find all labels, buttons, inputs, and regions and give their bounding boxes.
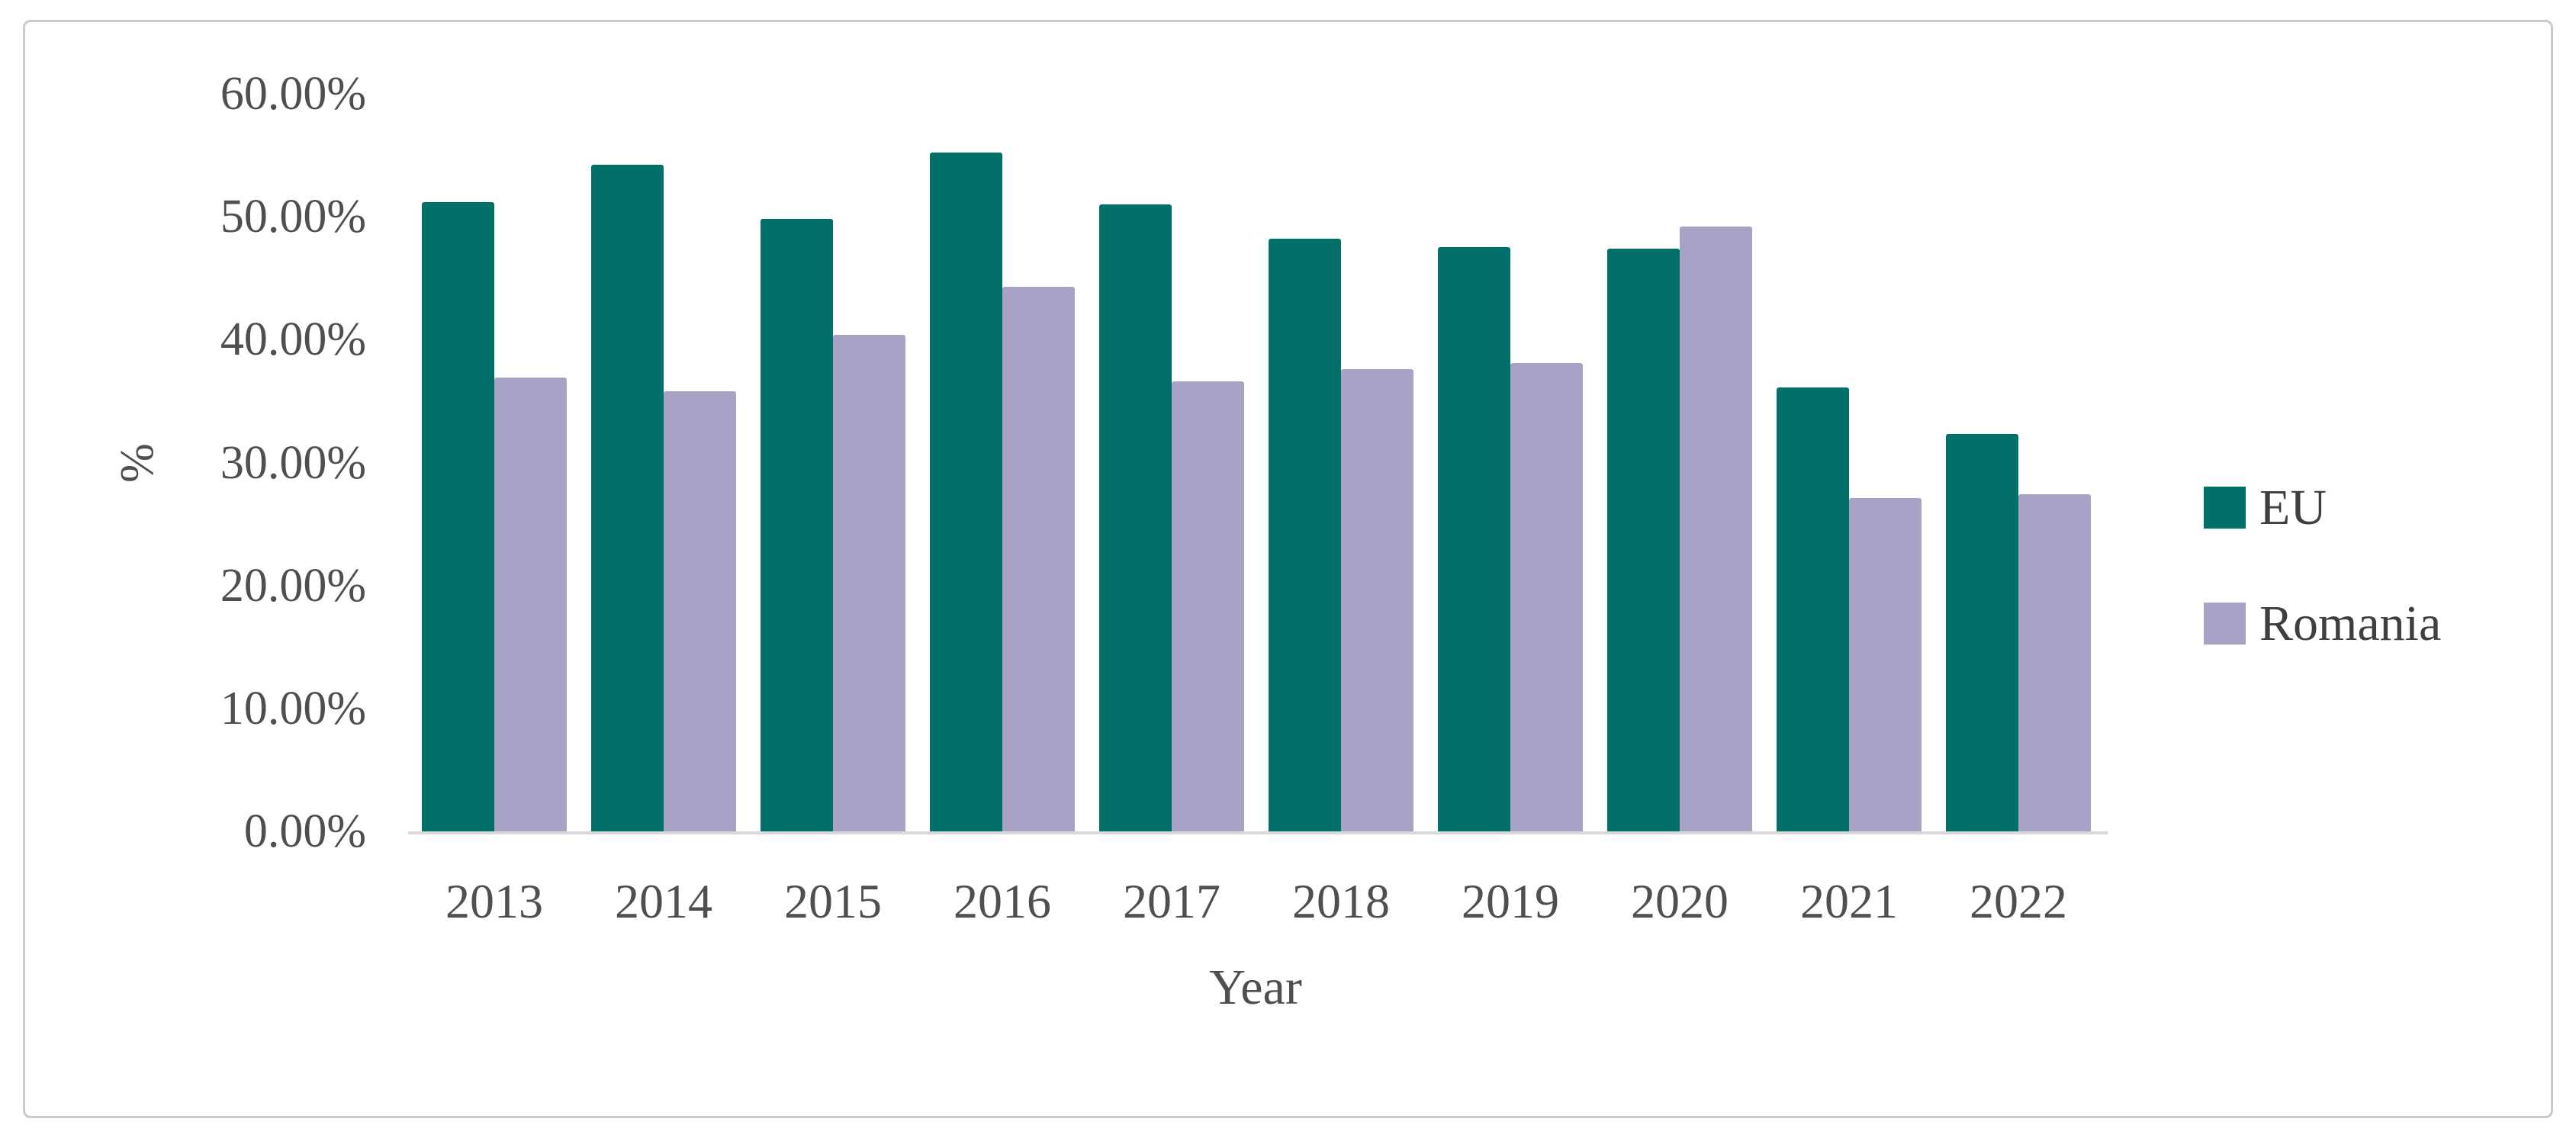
x-tick-label-2018: 2018 [1292, 874, 1390, 928]
bar-eu-2018 [1269, 239, 1341, 831]
legend-swatch-romania [2204, 603, 2246, 645]
bar-eu-2021 [1777, 387, 1849, 831]
y-axis-title: % [111, 443, 163, 483]
bar-eu-2013 [422, 201, 494, 831]
x-tick-label-2021: 2021 [1800, 874, 1898, 928]
bar-eu-2016 [930, 153, 1002, 831]
bar-romania-2019 [1510, 362, 1583, 831]
y-tick-label-30: 30.00% [220, 436, 366, 489]
bar-eu-2014 [591, 165, 664, 831]
bar-eu-2019 [1438, 247, 1510, 831]
y-tick-label-10: 10.00% [220, 682, 366, 735]
x-tick-label-2016: 2016 [954, 874, 1051, 928]
legend-label-eu: EU [2259, 479, 2327, 535]
legend-item-eu: EU [2204, 482, 2441, 532]
bar-romania-2015 [833, 334, 905, 831]
bar-romania-2022 [2018, 494, 2091, 831]
bar-romania-2021 [1849, 498, 1922, 831]
bar-romania-2018 [1341, 369, 1413, 831]
plot-area [404, 94, 2108, 831]
y-tick-label-60: 60.00% [220, 68, 366, 120]
x-tick-label-2019: 2019 [1462, 874, 1559, 928]
bar-romania-2014 [664, 391, 736, 831]
bar-romania-2020 [1680, 227, 1752, 831]
bar-romania-2017 [1172, 381, 1244, 831]
bar-romania-2016 [1002, 287, 1075, 831]
x-tick-label-2017: 2017 [1123, 874, 1220, 928]
x-axis-line [408, 831, 2108, 834]
x-tick-label-2020: 2020 [1631, 874, 1729, 928]
x-axis-title: Year [1209, 960, 1302, 1015]
bar-eu-2022 [1946, 434, 2018, 831]
x-tick-label-2014: 2014 [615, 874, 712, 928]
y-tick-label-20: 20.00% [220, 559, 366, 612]
y-tick-label-40: 40.00% [220, 313, 366, 366]
x-tick-label-2015: 2015 [784, 874, 882, 928]
y-tick-label-50: 50.00% [220, 191, 366, 243]
bar-eu-2020 [1607, 249, 1680, 831]
legend-label-romania: Romania [2259, 595, 2442, 651]
legend-item-romania: Romania [2204, 598, 2441, 648]
bar-eu-2015 [761, 219, 833, 831]
x-tick-label-2022: 2022 [1970, 874, 2067, 928]
y-tick-label-0: 0.00% [243, 805, 366, 857]
legend-swatch-eu [2204, 487, 2246, 529]
legend: EU Romania [2204, 482, 2441, 718]
bar-romania-2013 [494, 378, 567, 831]
bar-eu-2017 [1099, 204, 1172, 831]
x-tick-label-2013: 2013 [445, 874, 543, 928]
